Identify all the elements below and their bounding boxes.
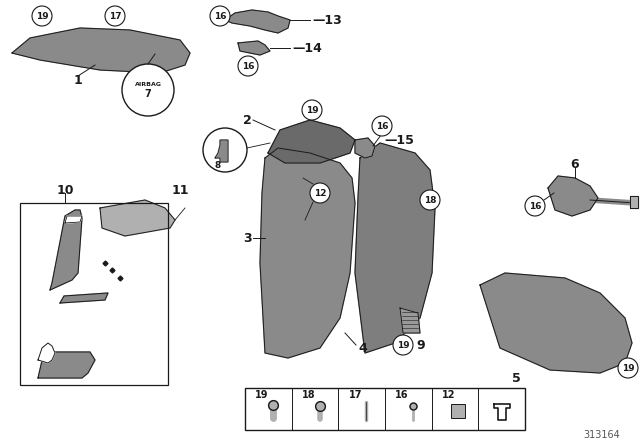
- Circle shape: [525, 196, 545, 216]
- Text: —14: —14: [292, 42, 322, 55]
- Text: 16: 16: [214, 12, 227, 21]
- Text: 18: 18: [424, 195, 436, 204]
- Text: 16: 16: [376, 121, 388, 130]
- Text: —15: —15: [384, 134, 414, 146]
- Polygon shape: [548, 176, 598, 216]
- Text: 16: 16: [242, 61, 254, 70]
- Polygon shape: [355, 138, 375, 158]
- Text: 5: 5: [511, 371, 520, 384]
- Bar: [20, 203, 168, 385]
- Text: 17: 17: [349, 390, 362, 400]
- Text: 19: 19: [621, 363, 634, 372]
- Circle shape: [32, 6, 52, 26]
- Polygon shape: [12, 28, 190, 73]
- Polygon shape: [480, 273, 632, 373]
- Text: 2: 2: [243, 113, 252, 126]
- Circle shape: [122, 64, 174, 116]
- Text: 9: 9: [416, 339, 424, 352]
- Polygon shape: [38, 352, 95, 378]
- Text: 18: 18: [302, 390, 316, 400]
- Polygon shape: [400, 308, 420, 333]
- Polygon shape: [268, 120, 355, 163]
- Bar: [245, 388, 525, 430]
- Circle shape: [310, 183, 330, 203]
- Polygon shape: [225, 10, 290, 33]
- Polygon shape: [38, 343, 55, 363]
- Circle shape: [420, 190, 440, 210]
- Text: 11: 11: [172, 184, 189, 197]
- Text: 16: 16: [529, 202, 541, 211]
- Circle shape: [210, 6, 230, 26]
- Polygon shape: [355, 143, 435, 353]
- Text: 17: 17: [109, 12, 122, 21]
- Text: 16: 16: [396, 390, 409, 400]
- Text: 3: 3: [243, 232, 252, 245]
- Text: AIRBAG: AIRBAG: [134, 82, 161, 86]
- Text: 12: 12: [314, 189, 326, 198]
- Text: 19: 19: [36, 12, 48, 21]
- Text: 10: 10: [56, 184, 74, 197]
- Circle shape: [393, 335, 413, 355]
- Text: 19: 19: [306, 105, 318, 115]
- Circle shape: [238, 56, 258, 76]
- Polygon shape: [238, 41, 270, 55]
- Circle shape: [105, 6, 125, 26]
- Text: 12: 12: [442, 390, 456, 400]
- Text: 6: 6: [571, 158, 579, 171]
- Polygon shape: [215, 140, 228, 162]
- Polygon shape: [60, 293, 108, 303]
- Text: 8: 8: [215, 160, 221, 169]
- Text: —13: —13: [312, 13, 342, 26]
- Text: 19: 19: [397, 340, 410, 349]
- Text: 7: 7: [145, 89, 152, 99]
- Polygon shape: [65, 216, 82, 223]
- Circle shape: [618, 358, 638, 378]
- Circle shape: [302, 100, 322, 120]
- Polygon shape: [260, 148, 355, 358]
- Circle shape: [203, 128, 247, 172]
- Polygon shape: [50, 210, 82, 290]
- Text: 19: 19: [255, 390, 269, 400]
- Text: 4: 4: [358, 341, 367, 354]
- Text: 313164: 313164: [583, 430, 620, 440]
- Polygon shape: [630, 196, 638, 208]
- Bar: [451, 405, 465, 418]
- Polygon shape: [100, 200, 175, 236]
- Text: 1: 1: [74, 73, 83, 86]
- Circle shape: [372, 116, 392, 136]
